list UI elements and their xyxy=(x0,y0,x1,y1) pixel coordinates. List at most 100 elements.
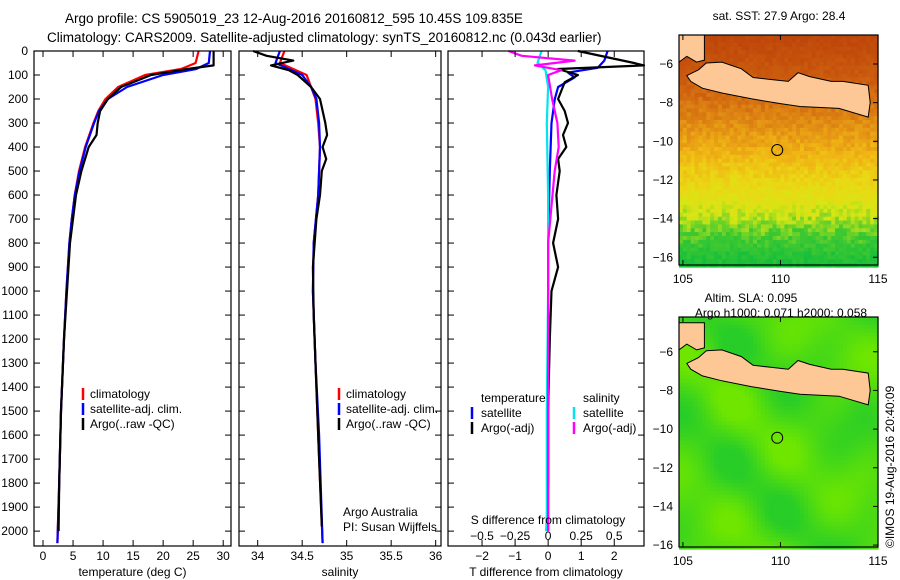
map-cell xyxy=(850,255,856,260)
map-cell xyxy=(858,216,863,222)
map-cell xyxy=(819,162,824,168)
map-cell xyxy=(725,448,731,453)
map-cell xyxy=(772,239,778,245)
map-cell xyxy=(749,436,754,442)
map-cell xyxy=(682,506,688,511)
map-cell xyxy=(718,324,723,330)
map-cell xyxy=(682,537,688,542)
map-cell xyxy=(714,189,719,195)
map-cell xyxy=(776,154,781,160)
map-cell xyxy=(741,224,746,229)
map-cell xyxy=(768,255,774,260)
map-cell xyxy=(682,475,688,480)
map-cell xyxy=(870,143,875,148)
map-cell xyxy=(733,541,739,546)
map-cell xyxy=(858,174,863,179)
map-cell xyxy=(721,46,727,52)
map-cell xyxy=(679,460,684,465)
map-cell xyxy=(827,185,832,191)
map-cell xyxy=(764,162,770,168)
map-cell xyxy=(710,514,715,519)
map-cell xyxy=(757,166,762,171)
map-cell xyxy=(690,93,696,98)
map-cell xyxy=(679,151,684,156)
map-cell xyxy=(718,433,723,438)
map-cell xyxy=(780,236,785,241)
map-cell xyxy=(741,332,746,337)
map-cell xyxy=(768,42,774,48)
map-cell xyxy=(737,127,742,133)
map-cell xyxy=(846,232,852,237)
map-cell xyxy=(753,205,758,210)
map-cell xyxy=(858,65,863,71)
map-cell xyxy=(764,332,770,337)
map-cell xyxy=(772,436,778,442)
map-cell xyxy=(772,212,778,218)
map-cell xyxy=(745,185,750,191)
map-cell xyxy=(874,251,879,256)
map-cell xyxy=(823,228,828,233)
map-cell xyxy=(753,65,758,71)
map-cell xyxy=(850,35,856,40)
map-cell xyxy=(718,394,723,399)
map-cell xyxy=(698,317,703,322)
map-cell xyxy=(706,394,711,399)
map-cell xyxy=(807,170,813,175)
map-cell xyxy=(749,347,754,353)
map-cell xyxy=(831,178,836,183)
map-cell xyxy=(753,201,758,206)
map-cell xyxy=(870,212,875,218)
map-cell xyxy=(776,452,781,457)
map-cell xyxy=(772,413,778,419)
map-cell xyxy=(760,255,766,260)
map-cell xyxy=(714,460,719,465)
map-cell xyxy=(706,382,711,388)
map-cell xyxy=(819,255,824,260)
map-cell xyxy=(682,123,688,129)
map-cell xyxy=(772,409,778,415)
map-cell xyxy=(679,247,684,253)
map-cell xyxy=(854,131,860,137)
map-cell xyxy=(780,475,785,480)
map-cell xyxy=(757,239,762,245)
map-cell xyxy=(780,104,785,110)
map-cell xyxy=(823,251,828,256)
map-cell xyxy=(780,123,785,129)
map-cell xyxy=(862,143,867,148)
map-cell xyxy=(803,120,809,125)
map-cell xyxy=(706,456,711,461)
map-cell xyxy=(757,143,762,148)
map-cell xyxy=(694,487,700,492)
map-cell xyxy=(842,178,848,183)
map-cell xyxy=(679,402,684,407)
map-cell xyxy=(768,189,774,195)
map-cell xyxy=(866,135,871,140)
map-cell xyxy=(764,436,770,442)
map-cell xyxy=(721,174,727,179)
map-cell xyxy=(811,193,817,198)
map-cell xyxy=(706,100,711,106)
map-cell xyxy=(862,208,867,214)
map-cell xyxy=(737,104,742,110)
map-cell xyxy=(741,50,746,55)
map-cell xyxy=(803,162,809,168)
map-cell xyxy=(710,494,715,500)
map-cell xyxy=(745,154,750,160)
map-cell xyxy=(682,394,688,399)
map-cell xyxy=(776,429,781,434)
map-cell xyxy=(776,232,781,237)
map-cell xyxy=(764,402,770,407)
map-cell xyxy=(870,131,875,137)
map-cell xyxy=(714,510,719,515)
map-cell xyxy=(858,69,863,75)
map-cell xyxy=(729,390,735,395)
map-cell xyxy=(682,529,688,535)
map-cell xyxy=(768,529,774,535)
map-cell xyxy=(714,490,719,496)
map-cell xyxy=(741,46,746,52)
map-cell xyxy=(788,185,793,191)
map-cell xyxy=(679,143,684,148)
map-cell xyxy=(682,232,688,237)
map-cell xyxy=(745,413,750,419)
